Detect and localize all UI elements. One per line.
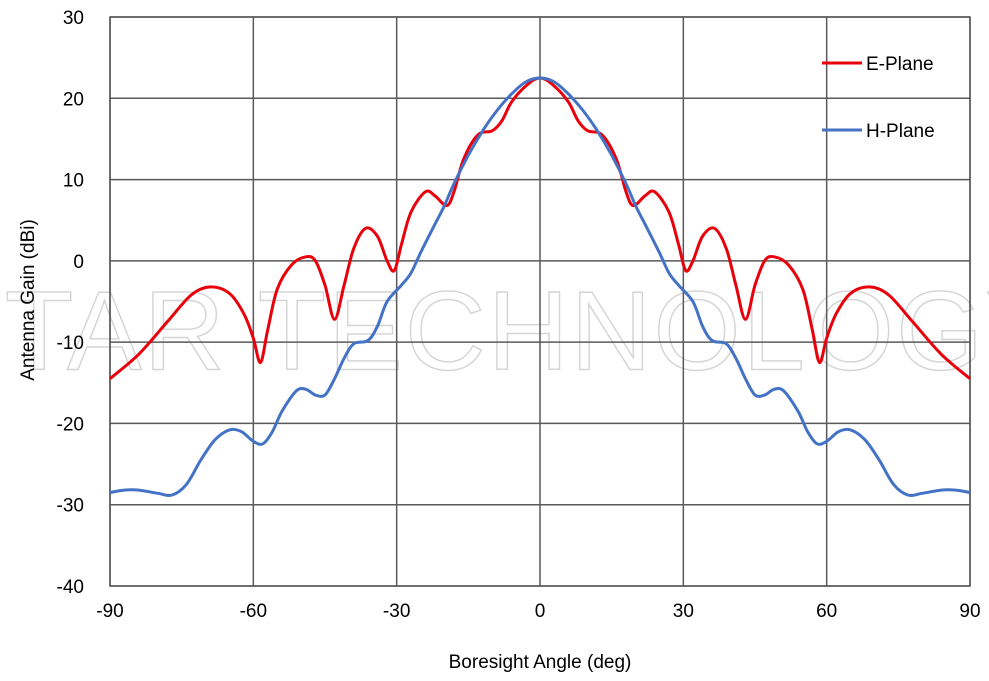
legend-label-e-plane: E-Plane [866,54,934,75]
y-tick-label: -10 [57,333,84,354]
watermark-text: STAR TECHNOLOGY [0,269,989,394]
x-axis-title: Boresight Angle (deg) [449,652,632,673]
legend-label-h-plane: H-Plane [866,121,935,142]
series-lines [109,76,971,497]
x-tick-label: -90 [96,601,123,622]
y-tick-label: -40 [57,577,84,598]
x-tick-label: -60 [240,601,267,622]
y-tick-label: 30 [63,8,84,29]
x-tick-label: -30 [383,601,410,622]
x-tick-label: 30 [673,601,694,622]
y-tick-label: -30 [57,496,84,517]
legend: E-Plane H-Plane [822,54,935,142]
y-tick-label: 0 [73,252,84,273]
y-tick-label: -20 [57,414,84,435]
y-axis-title: Antenna Gain (dBi) [18,219,39,381]
y-tick-label: 20 [63,89,84,110]
x-tick-label: 0 [535,601,546,622]
y-tick-label: 10 [63,171,84,192]
x-tick-label: 60 [816,601,837,622]
plot-area-frame [109,16,971,587]
x-tick-label: 90 [959,601,980,622]
h-plane-series-line [109,76,971,497]
tick-labels: -90 -60 -30 0 30 60 90 -40 -30 -20 -10 0 10 20 30 [57,8,981,622]
